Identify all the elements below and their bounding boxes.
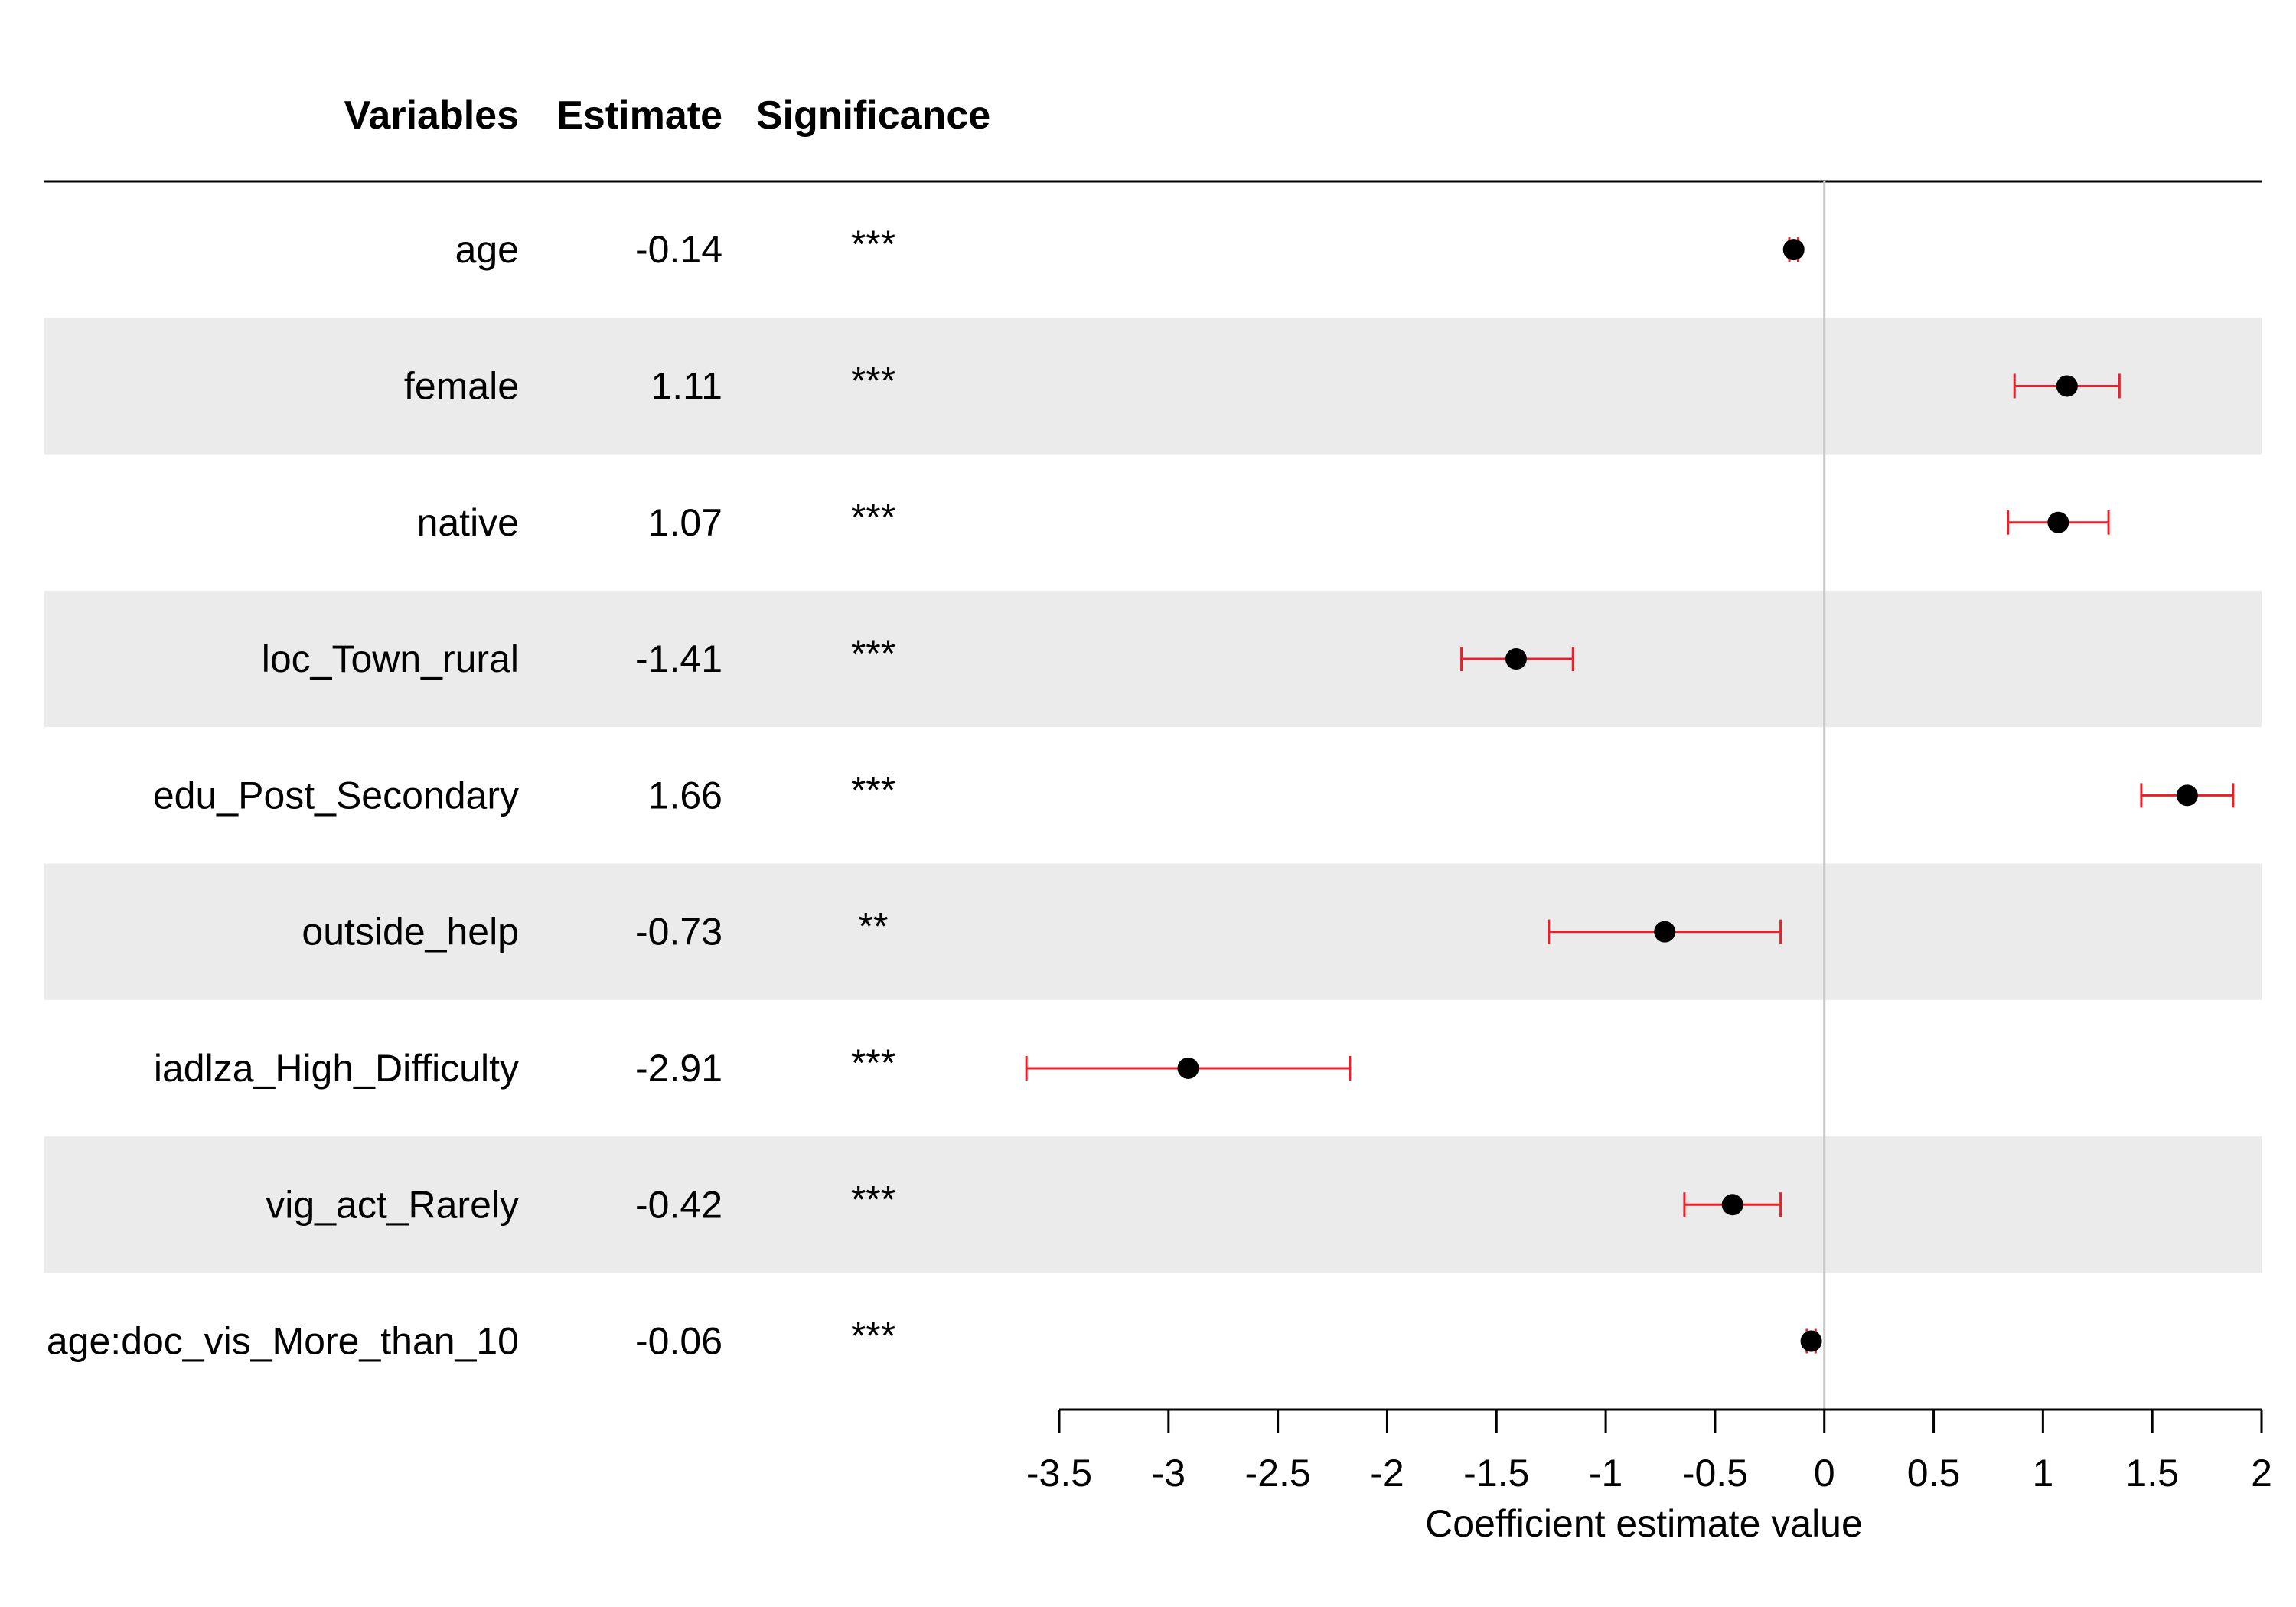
x-tick-label: -3.5	[1026, 1452, 1092, 1495]
estimate-point	[1721, 1194, 1743, 1216]
row-female: female 1.11 ***	[404, 359, 2121, 407]
estimate-point	[1177, 1057, 1199, 1079]
x-tick-label: -2	[1370, 1452, 1404, 1495]
x-tick-label: -3	[1152, 1452, 1186, 1495]
row-stripe	[44, 1136, 2262, 1273]
row-stripes	[44, 318, 2262, 1273]
x-tick-label: 1	[2032, 1452, 2053, 1495]
row-age: age -0.14 ***	[455, 223, 1805, 271]
variable-label: native	[417, 501, 519, 544]
variable-label: outside_help	[302, 911, 519, 953]
significance-label: ***	[851, 1315, 895, 1358]
header-estimate: Estimate	[556, 93, 722, 138]
x-tick-label: -1	[1589, 1452, 1623, 1495]
estimate-label: -0.14	[635, 228, 722, 271]
significance-label: ***	[851, 496, 895, 539]
row-stripe	[44, 590, 2262, 728]
row-native: native 1.07 ***	[417, 496, 2110, 544]
variable-label: edu_Post_Secondary	[153, 774, 519, 817]
variable-label: loc_Town_rural	[262, 637, 519, 680]
row-vig_act_Rarely: vig_act_Rarely -0.42 ***	[266, 1178, 1782, 1226]
x-axis: -3.5 -3 -2.5 -2 -1.5 -1 -0.5 0 0.5 1 1.5 2	[1026, 1408, 2272, 1495]
estimate-label: -0.73	[635, 911, 722, 953]
row-loc_Town_rural: loc_Town_rural -1.41 ***	[262, 632, 1574, 680]
row-edu_Post_Secondary: edu_Post_Secondary 1.66 ***	[153, 768, 2235, 817]
variable-label: female	[404, 364, 519, 407]
estimate-label: -0.06	[635, 1320, 722, 1363]
estimate-point	[1505, 648, 1527, 670]
estimate-point	[2047, 511, 2069, 533]
x-axis-title: Coefficient estimate value	[1425, 1502, 1863, 1545]
estimate-label: -1.41	[635, 637, 722, 680]
row-iadlza_High_Difficulty: iadlza_High_Difficulty -2.91 ***	[154, 1041, 1352, 1090]
estimate-label: -2.91	[635, 1047, 722, 1090]
estimate-label: 1.07	[648, 501, 722, 544]
row-age:doc_vis_More_than_10: age:doc_vis_More_than_10 -0.06 ***	[47, 1315, 1822, 1363]
x-tick-label: 1.5	[2125, 1452, 2179, 1495]
x-tick-label: -2.5	[1245, 1452, 1311, 1495]
estimate-label: -0.42	[635, 1183, 722, 1226]
variable-label: vig_act_Rarely	[266, 1183, 519, 1226]
significance-label: ***	[851, 632, 895, 675]
row-stripe	[44, 863, 2262, 1000]
row-stripe	[44, 318, 2262, 455]
x-tick-label: 2	[2251, 1452, 2272, 1495]
variable-label: age:doc_vis_More_than_10	[47, 1320, 519, 1363]
significance-label: ***	[851, 223, 895, 266]
variable-label: iadlza_High_Difficulty	[154, 1047, 519, 1090]
significance-label: **	[859, 905, 889, 948]
estimate-point	[1654, 921, 1676, 943]
estimate-label: 1.11	[651, 364, 722, 407]
variable-label: age	[455, 228, 519, 271]
significance-label: ***	[851, 359, 895, 402]
significance-label: ***	[851, 1178, 895, 1221]
estimate-point	[2176, 784, 2198, 807]
header-variables: Variables	[344, 93, 519, 138]
significance-label: ***	[851, 1041, 895, 1084]
header-significance: Significance	[756, 93, 990, 138]
estimate-point	[2056, 375, 2078, 397]
x-tick-label: -1.5	[1463, 1452, 1529, 1495]
estimate-point	[1782, 239, 1805, 261]
estimate-point	[1800, 1330, 1822, 1352]
x-tick-label: 0	[1814, 1452, 1835, 1495]
rows: age -0.14 ***female 1.11 ***native 1.07 ***loc…	[47, 223, 2235, 1363]
estimate-label: 1.66	[648, 774, 722, 817]
x-tick-label: -0.5	[1682, 1452, 1748, 1495]
significance-label: ***	[851, 768, 895, 811]
row-outside_help: outside_help -0.73 **	[302, 905, 1782, 953]
x-tick-label: 0.5	[1907, 1452, 1961, 1495]
